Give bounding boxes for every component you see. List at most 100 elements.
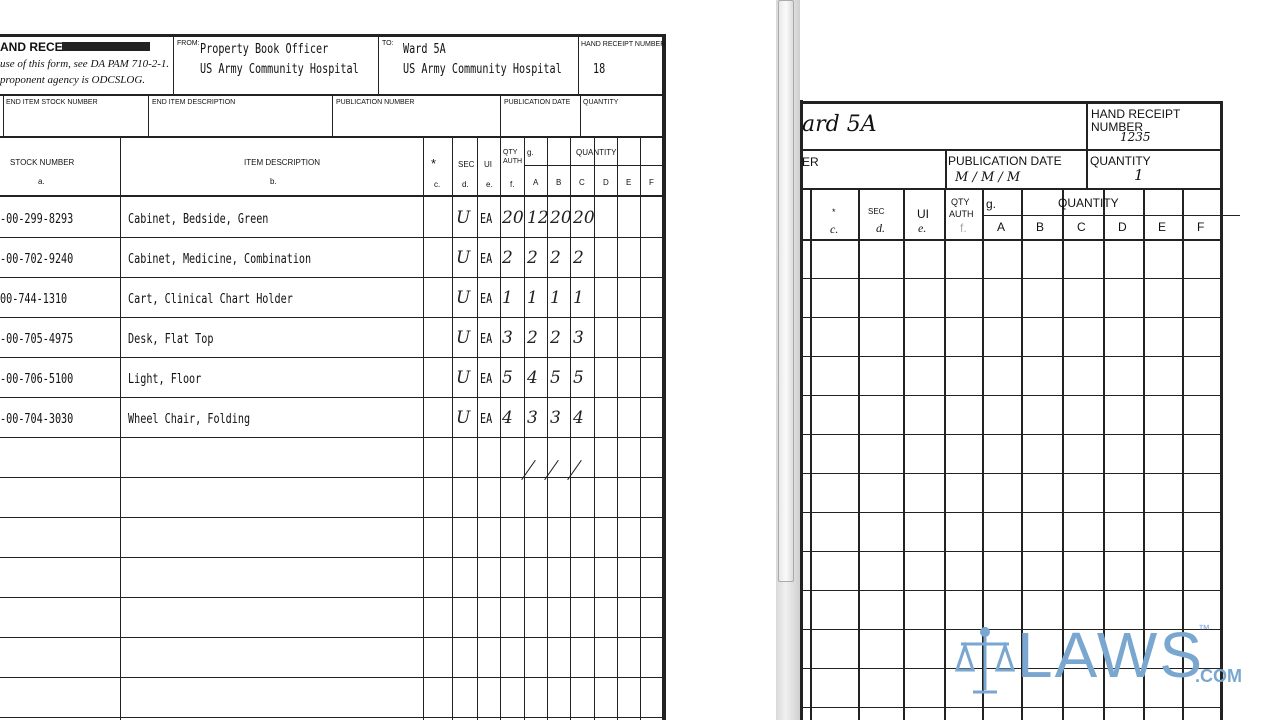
item-description: Cabinet, Bedside, Green	[128, 212, 269, 227]
grid-line	[1021, 189, 1023, 720]
sec-code: U	[456, 248, 471, 268]
table-row-line	[800, 473, 1222, 474]
form-text: f.	[960, 221, 967, 235]
from-line-2: US Army Community Hospital	[200, 62, 359, 77]
form-text: C	[1077, 220, 1086, 234]
table-row-line	[0, 397, 664, 398]
table-row-line	[800, 707, 1222, 708]
quantity-b: 3	[550, 408, 561, 428]
sec-code: U	[456, 208, 471, 228]
star-header: *	[431, 156, 437, 171]
form-text: SEC	[868, 207, 885, 216]
form-text: QUANTITY	[576, 148, 617, 157]
grid-line	[982, 189, 984, 720]
table-row-line	[0, 637, 664, 638]
grid-line	[594, 137, 595, 720]
to-handwritten: ard 5A	[802, 112, 877, 137]
form-instructions: proponent agency is ODCSLOG.	[0, 74, 146, 86]
form-text: d.	[462, 180, 469, 189]
form-text: E	[1158, 220, 1167, 234]
form-text: *	[832, 207, 836, 217]
qty-auth: 4	[502, 408, 513, 428]
unit-of-issue: EA	[480, 252, 493, 267]
table-row-line	[800, 356, 1222, 357]
table-row-line	[800, 551, 1222, 552]
form-right-border	[1220, 101, 1223, 720]
unit-of-issue: EA	[480, 292, 493, 307]
grid-line	[1182, 189, 1184, 720]
hand-receipt-label: HAND RECEIPT NUMBER	[581, 41, 666, 48]
redacted-block	[62, 42, 150, 51]
table-row-line	[800, 278, 1222, 279]
qty-auth: 3	[502, 328, 513, 348]
table-row-line	[800, 395, 1222, 396]
qty-auth: 5	[502, 368, 513, 388]
form-instructions: use of this form, see DA PAM 710-2-1.	[0, 58, 170, 70]
grid-line	[800, 188, 1222, 190]
row2-label: END ITEM DESCRIPTION	[152, 99, 236, 106]
sec-code: U	[456, 288, 471, 308]
quantity-b: 2	[550, 328, 561, 348]
item-description: Cart, Clinical Chart Holder	[128, 292, 293, 307]
logo-com: .COM	[1195, 666, 1242, 686]
row2-label: PUBLICATION DATE	[504, 99, 571, 106]
table-row-line	[0, 677, 664, 678]
table-row-line	[0, 317, 664, 318]
form-text: D	[1118, 220, 1127, 234]
form-text: F	[649, 178, 654, 187]
stock-number: -00-705-4975	[0, 332, 74, 347]
grid-line	[500, 137, 501, 720]
form-top-border	[0, 34, 666, 37]
logo-text: LAWS	[1017, 619, 1204, 691]
scrollbar-thumb[interactable]	[778, 0, 794, 582]
form-text: STOCK NUMBER	[10, 158, 75, 167]
grid-line	[1086, 102, 1088, 189]
form-text: A	[997, 220, 1006, 234]
logo-tm: ™	[1198, 622, 1210, 636]
grid-line	[903, 189, 905, 720]
form-text: D	[603, 178, 609, 187]
form-text: SEC	[458, 160, 475, 169]
item-description: Wheel Chair, Folding	[128, 412, 251, 427]
from-line-1: Property Book Officer	[200, 42, 329, 57]
pub-date-label: PUBLICATION DATE	[948, 154, 1062, 168]
table-row-line	[800, 512, 1222, 513]
form-text: e.	[918, 221, 927, 235]
item-description: Light, Floor	[128, 372, 202, 387]
form-text: B	[556, 178, 562, 187]
hand-receipt-number: 1235	[1120, 130, 1151, 144]
unit-of-issue: EA	[480, 332, 493, 347]
stock-number: -00-704-3030	[0, 412, 74, 427]
form-text: B	[1036, 220, 1045, 234]
quantity-b: 20	[550, 208, 572, 228]
form-text: b.	[270, 177, 277, 186]
grid-line	[332, 95, 333, 137]
sec-code: U	[456, 408, 471, 428]
grid-line	[945, 150, 947, 190]
table-row-line	[0, 717, 664, 718]
table-row-line	[0, 597, 664, 598]
form-text: UI	[484, 160, 492, 169]
grid-line	[640, 137, 641, 720]
grid-line	[173, 36, 174, 94]
grid-line	[500, 95, 501, 137]
grid-line	[547, 137, 548, 720]
form-top-border	[800, 101, 1222, 104]
qty-auth: 2	[502, 248, 513, 268]
grid-line	[378, 36, 379, 94]
quantity-a: 3	[527, 408, 538, 428]
quantity-a: 2	[527, 248, 538, 268]
table-row-line	[0, 237, 664, 238]
right-form-document: ard 5A HAND RECEIPT NUMBER 1235 ER PUBLICATIO…	[800, 0, 1280, 720]
grid-line	[810, 189, 812, 720]
row2-label: QUANTITY	[583, 99, 619, 106]
form-text: A	[533, 178, 539, 187]
stock-number: -00-706-5100	[0, 372, 74, 387]
quantity-c: 1	[573, 288, 584, 308]
table-row-line	[800, 317, 1222, 318]
table-row-line	[0, 557, 664, 558]
quantity-c: 2	[573, 248, 584, 268]
quantity-b: 5	[550, 368, 561, 388]
grid-line	[452, 137, 453, 720]
table-row-line	[0, 357, 664, 358]
